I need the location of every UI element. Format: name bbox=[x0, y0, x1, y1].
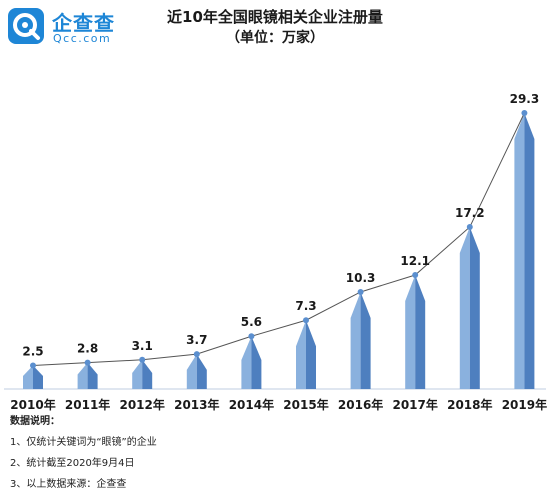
bar-2011年 bbox=[77, 362, 98, 389]
points-group bbox=[30, 109, 528, 369]
chart-title: 近10年全国眼镜相关企业注册量 bbox=[167, 8, 383, 26]
notes-heading: 数据说明： bbox=[10, 416, 60, 427]
x-tick-label-2017年: 2017年 bbox=[392, 397, 437, 412]
bar-2010年 bbox=[23, 365, 43, 389]
brand-domain: Qcc.com bbox=[53, 32, 112, 45]
x-tick-label-2016年: 2016年 bbox=[338, 397, 383, 412]
x-tick-label-2014年: 2014年 bbox=[229, 397, 274, 412]
x-tick-label-2011年: 2011年 bbox=[65, 397, 110, 412]
value-label-2010年: 2.5 bbox=[22, 344, 43, 358]
note-item-3: 3、以上数据来源：企查查 bbox=[10, 479, 127, 490]
bar-2012年 bbox=[132, 359, 153, 389]
bar-2017年 bbox=[405, 275, 426, 389]
value-label-2016年: 10.3 bbox=[346, 271, 376, 285]
value-label-2019年: 29.3 bbox=[510, 92, 540, 106]
bar-2015年 bbox=[296, 320, 316, 389]
x-tick-label-2012年: 2012年 bbox=[119, 397, 164, 412]
value-labels-group: 2.5 2.8 3.1 3.7 5.6 7.3 10.3 12.1 17.2 29.3 bbox=[22, 92, 539, 358]
point-2011年 bbox=[84, 359, 91, 366]
x-tick-label-2019年: 2019年 bbox=[502, 397, 547, 412]
point-2010年 bbox=[30, 362, 36, 369]
bar-2016年 bbox=[350, 291, 371, 389]
x-tick-label-2015年: 2015年 bbox=[283, 397, 328, 412]
value-label-2015年: 7.3 bbox=[295, 299, 316, 313]
point-2013年 bbox=[193, 351, 200, 358]
bar-2014年 bbox=[241, 336, 262, 389]
bar-2013年 bbox=[186, 354, 207, 389]
trend-line bbox=[32, 112, 525, 366]
value-label-2013年: 3.7 bbox=[186, 333, 207, 347]
point-2019年 bbox=[521, 109, 528, 116]
point-2014年 bbox=[248, 333, 255, 340]
point-2012年 bbox=[139, 356, 146, 363]
qcc-logo-icon bbox=[8, 8, 44, 44]
brand-logo: 企查查 Qcc.com bbox=[8, 6, 158, 46]
data-notes: 数据说明： 1、仅统计关键词为“眼镜”的企业 2、统计截至2020年9月4日 3… bbox=[10, 415, 157, 499]
value-label-2014年: 5.6 bbox=[241, 315, 262, 329]
x-tick-label-2013年: 2013年 bbox=[174, 397, 219, 412]
point-2018年 bbox=[466, 223, 473, 230]
point-2016年 bbox=[357, 288, 364, 295]
note-item-2: 2、统计截至2020年9月4日 bbox=[10, 458, 135, 469]
note-item-1: 1、仅统计关键词为“眼镜”的企业 bbox=[10, 437, 157, 448]
x-tick-label-2018年: 2018年 bbox=[447, 397, 492, 412]
bar-2019年 bbox=[514, 112, 535, 389]
value-label-2012年: 3.1 bbox=[132, 339, 153, 353]
x-tick-label-2010年: 2010年 bbox=[10, 397, 55, 412]
value-label-2017年: 12.1 bbox=[400, 254, 430, 268]
bar-2018年 bbox=[459, 226, 480, 389]
brand-name: 企查查 bbox=[52, 11, 115, 35]
bars-group bbox=[23, 112, 535, 389]
point-2015年 bbox=[303, 317, 309, 324]
chart-subtitle: （单位：万家） bbox=[226, 30, 324, 46]
value-label-2018年: 17.2 bbox=[455, 206, 485, 220]
x-tick-labels-group: 2010年 2011年 2012年 2013年 2014年 2015年 2016年 2017年… bbox=[10, 397, 547, 412]
value-label-2011年: 2.8 bbox=[77, 342, 98, 356]
point-2017年 bbox=[412, 272, 419, 279]
bar-chart: 2.5 2.8 3.1 3.7 5.6 7.3 10.3 12.1 17.2 29.3 2010年… bbox=[4, 92, 547, 412]
